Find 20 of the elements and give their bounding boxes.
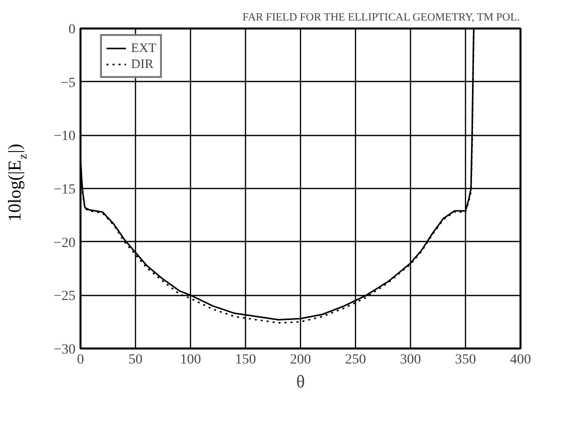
y-tick-label: −15 [54, 182, 76, 198]
y-tick-label: −5 [60, 76, 76, 91]
x-tick-label: 150 [235, 352, 256, 368]
y-tick-label: −10 [54, 129, 76, 144]
x-tick-label: 200 [290, 352, 311, 368]
y-tick-label: −20 [54, 236, 76, 251]
y-tick-label: −30 [54, 342, 76, 358]
x-tick-label: 400 [510, 352, 531, 368]
x-tick-label: 100 [180, 352, 201, 368]
x-axis-title: θ [296, 372, 305, 392]
x-tick-label: 300 [400, 352, 421, 368]
legend-label: EXT [131, 40, 156, 56]
y-tick-label: 0 [68, 22, 76, 38]
y-axis-title: 10log(|Ez|) [4, 144, 30, 222]
chart-title: FAR FIELD FOR THE ELLIPTICAL GEOMETRY, TM POL. [242, 12, 520, 24]
x-tick-label: 250 [345, 352, 366, 368]
x-tick-label: 50 [128, 352, 142, 368]
legend-label: DIR [131, 56, 154, 72]
y-tick-label: −25 [54, 289, 76, 304]
x-tick-label: 350 [455, 352, 476, 368]
